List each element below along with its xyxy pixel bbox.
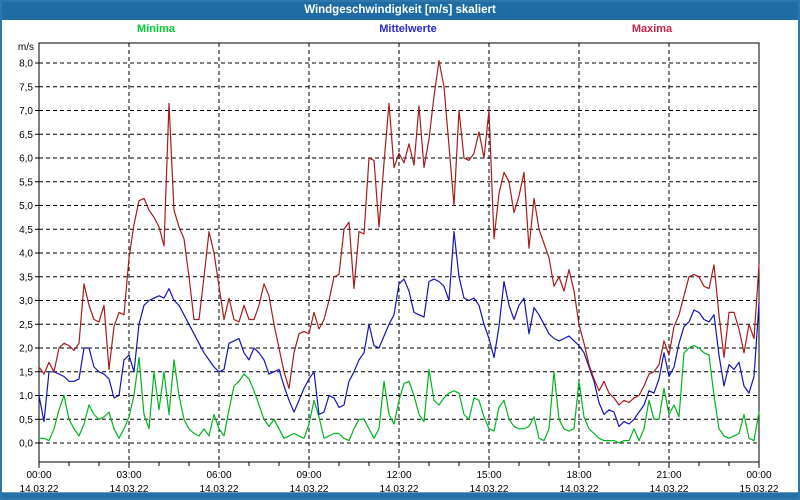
x-tick-time-label: 00:00 [746, 470, 771, 481]
x-tick-date-label: 14.03.22 [290, 484, 329, 495]
x-tick-time-label: 15:00 [476, 470, 501, 481]
mittelwerte-line [38, 231, 760, 427]
y-axis-unit-label: m/s [18, 42, 34, 53]
window-title: Windgeschwindigkeit [m/s] skaliert [304, 4, 496, 16]
x-tick-date-label: 14.03.22 [200, 484, 239, 495]
y-tick-label: 2,5 [19, 320, 33, 331]
maxima-line [38, 59, 760, 406]
y-tick-label: 3,0 [19, 296, 33, 307]
plot-border [38, 42, 760, 463]
y-tick-label: 6,5 [19, 130, 33, 141]
y-tick-label: 3,5 [19, 272, 33, 283]
y-tick-label: 2,0 [19, 344, 33, 355]
x-tick-time-label: 06:00 [206, 470, 231, 481]
x-tick-date-label: 14.03.22 [650, 484, 689, 495]
minima-line [38, 345, 760, 444]
y-tick-label: 4,0 [19, 249, 33, 260]
y-tick-label: 0,0 [19, 439, 33, 450]
y-tick-label: 4,5 [19, 225, 33, 236]
x-tick-time-label: 00:00 [26, 470, 51, 481]
legend-maxima: Maxima [631, 23, 673, 35]
x-tick-date-label: 14.03.22 [380, 484, 419, 495]
y-tick-label: 6,0 [19, 154, 33, 165]
x-tick-time-label: 21:00 [656, 470, 681, 481]
y-tick-label: 1,0 [19, 391, 33, 402]
y-tick-label: 7,0 [19, 106, 33, 117]
titlebar: Windgeschwindigkeit [m/s] skaliert [0, 0, 800, 20]
x-tick-time-label: 12:00 [386, 470, 411, 481]
y-tick-label: 0,5 [19, 415, 33, 426]
y-tick-label: 5,5 [19, 177, 33, 188]
x-tick-date-label: 14.03.22 [110, 484, 149, 495]
x-tick-time-label: 18:00 [566, 470, 591, 481]
y-tick-label: 1,5 [19, 367, 33, 378]
x-tick-time-label: 03:00 [116, 470, 141, 481]
x-tick-date-label: 14.03.22 [560, 484, 599, 495]
y-tick-label: 7,5 [19, 82, 33, 93]
x-tick-date-label: 15.03.22 [740, 484, 779, 495]
x-tick-date-label: 14.03.22 [20, 484, 59, 495]
legend-minima: Minima [137, 23, 175, 35]
legend-mittelwerte: Mittelwerte [379, 23, 437, 35]
x-tick-time-label: 09:00 [296, 470, 321, 481]
y-tick-label: 8,0 [19, 59, 33, 70]
x-tick-date-label: 14.03.22 [470, 484, 509, 495]
y-tick-label: 5,0 [19, 201, 33, 212]
window-bottom-bar [0, 492, 800, 500]
